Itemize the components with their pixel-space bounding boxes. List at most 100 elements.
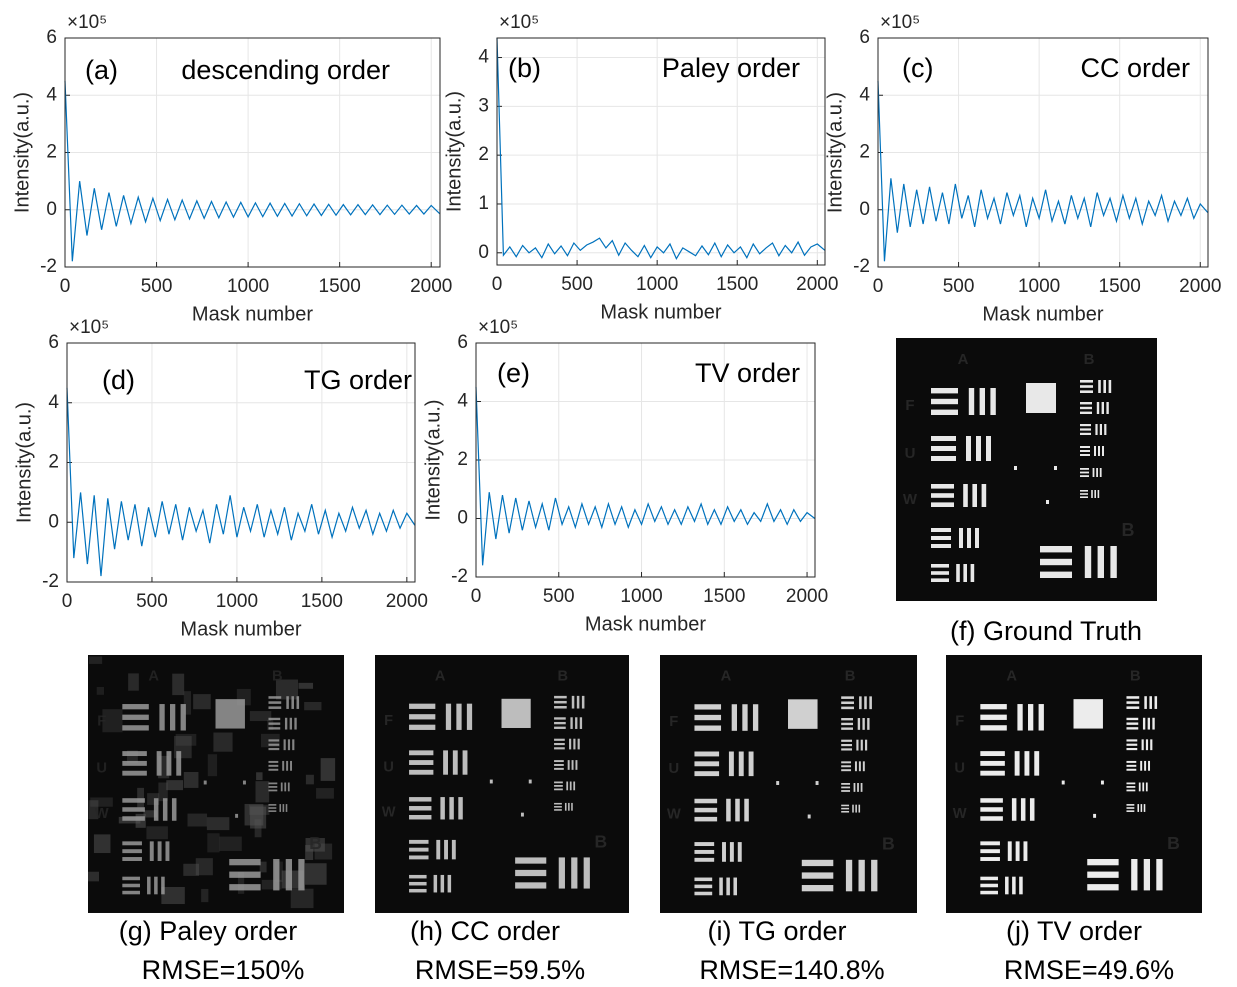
noise-patch (261, 879, 282, 890)
y-tick-label: 4 (478, 47, 489, 68)
target-bar (273, 859, 280, 891)
target-bar (1019, 876, 1023, 895)
noise-patch (275, 679, 299, 700)
noise-patch (183, 771, 199, 788)
target-letter: U (905, 445, 916, 462)
target-bar (268, 722, 281, 725)
x-tick-label: 1000 (1018, 276, 1060, 297)
target-bar (1106, 402, 1109, 414)
target-bar (1015, 841, 1020, 861)
target-bar (1126, 747, 1138, 751)
target-bar (1040, 558, 1072, 566)
target-letter: W (953, 806, 967, 822)
target-bar (122, 770, 147, 776)
noise-patch (143, 810, 157, 818)
target-bar (1073, 699, 1103, 729)
target-bar (445, 703, 452, 730)
target-bar (298, 859, 305, 891)
x-tick-label: 1500 (319, 276, 361, 297)
target-bar (931, 578, 949, 582)
x-tick-label: 500 (561, 274, 593, 295)
x-tick-label: 2000 (386, 591, 428, 612)
target-bar (566, 781, 569, 791)
target-bar (287, 739, 291, 751)
target-bar (854, 761, 857, 772)
target-bar (1007, 841, 1012, 861)
target-letter: U (668, 761, 679, 777)
target-bar (279, 804, 282, 812)
target-bar (1094, 446, 1096, 456)
target-bar (122, 890, 140, 895)
target-bar (581, 695, 585, 709)
target-bar (1126, 782, 1136, 785)
x-axis-label: Mask number (180, 618, 301, 640)
target-bar (1138, 782, 1141, 792)
image-caption: (j) TV order (1006, 916, 1142, 946)
target-letter: F (669, 714, 678, 730)
y-tick-label: 4 (46, 84, 57, 105)
noise-patch (90, 797, 113, 807)
target-bar (975, 528, 979, 548)
target-bar (409, 888, 427, 893)
target-bar (122, 751, 147, 757)
target-letter: W (95, 806, 109, 822)
target-bar (571, 857, 578, 889)
y-tick-label: 6 (859, 27, 870, 48)
target-bar (122, 841, 142, 846)
target-bar (1027, 704, 1034, 731)
x-tick-label: 2000 (1179, 276, 1221, 297)
target-bar (801, 859, 834, 867)
x-tick-label: 500 (543, 586, 575, 607)
image-caption: (h) CC order (410, 916, 560, 946)
target-bar (452, 750, 458, 775)
target-bar (970, 564, 975, 582)
target-bar (694, 857, 715, 862)
noise-patch (166, 780, 184, 791)
y-tick-label: 4 (457, 391, 468, 412)
target-bar (554, 809, 562, 811)
target-bar (931, 564, 949, 568)
target-bar (576, 695, 580, 709)
target-bar (268, 760, 279, 763)
target-bar (980, 857, 1000, 861)
target-bar (1154, 696, 1158, 709)
target-bar (169, 704, 176, 731)
target-bar (931, 446, 956, 451)
y-axis-label: Intensity(a.u.) (13, 402, 35, 523)
target-bar (871, 859, 878, 892)
target-bar (1087, 884, 1119, 891)
target-letter: B (1167, 833, 1180, 853)
target-letter: B (1084, 351, 1095, 368)
target-bar (571, 760, 574, 770)
target-bar (568, 802, 570, 811)
image-caption: (f) Ground Truth (950, 616, 1142, 646)
target-bar (931, 398, 958, 405)
target-bar (284, 782, 287, 792)
y-tick-label: 0 (48, 511, 59, 532)
target-bar (284, 717, 288, 730)
target-bar (433, 874, 438, 893)
noise-patch (161, 886, 185, 905)
y-axis-label: Intensity(a.u.) (11, 92, 33, 213)
noise-patch (172, 673, 185, 696)
target-bar (554, 785, 563, 787)
target-bar (554, 705, 567, 709)
target-bar (268, 768, 279, 771)
noise-patch (255, 781, 270, 803)
target-bar (1017, 704, 1023, 731)
target-bar (554, 695, 567, 699)
target-bar (171, 798, 177, 821)
noise-patch (237, 872, 245, 894)
noise-patch (213, 732, 233, 752)
target-bar (841, 722, 853, 726)
target-bar (554, 738, 565, 741)
x-tick-label: 500 (136, 591, 168, 612)
x-tick-label: 0 (492, 274, 503, 295)
y-axis-label: Intensity(a.u.) (443, 91, 465, 212)
target-bar (409, 724, 436, 730)
target-bar (147, 876, 151, 895)
target-bar (1101, 402, 1104, 414)
target-bar (440, 874, 445, 893)
target-bar (931, 456, 956, 461)
target-bar (1131, 859, 1138, 891)
